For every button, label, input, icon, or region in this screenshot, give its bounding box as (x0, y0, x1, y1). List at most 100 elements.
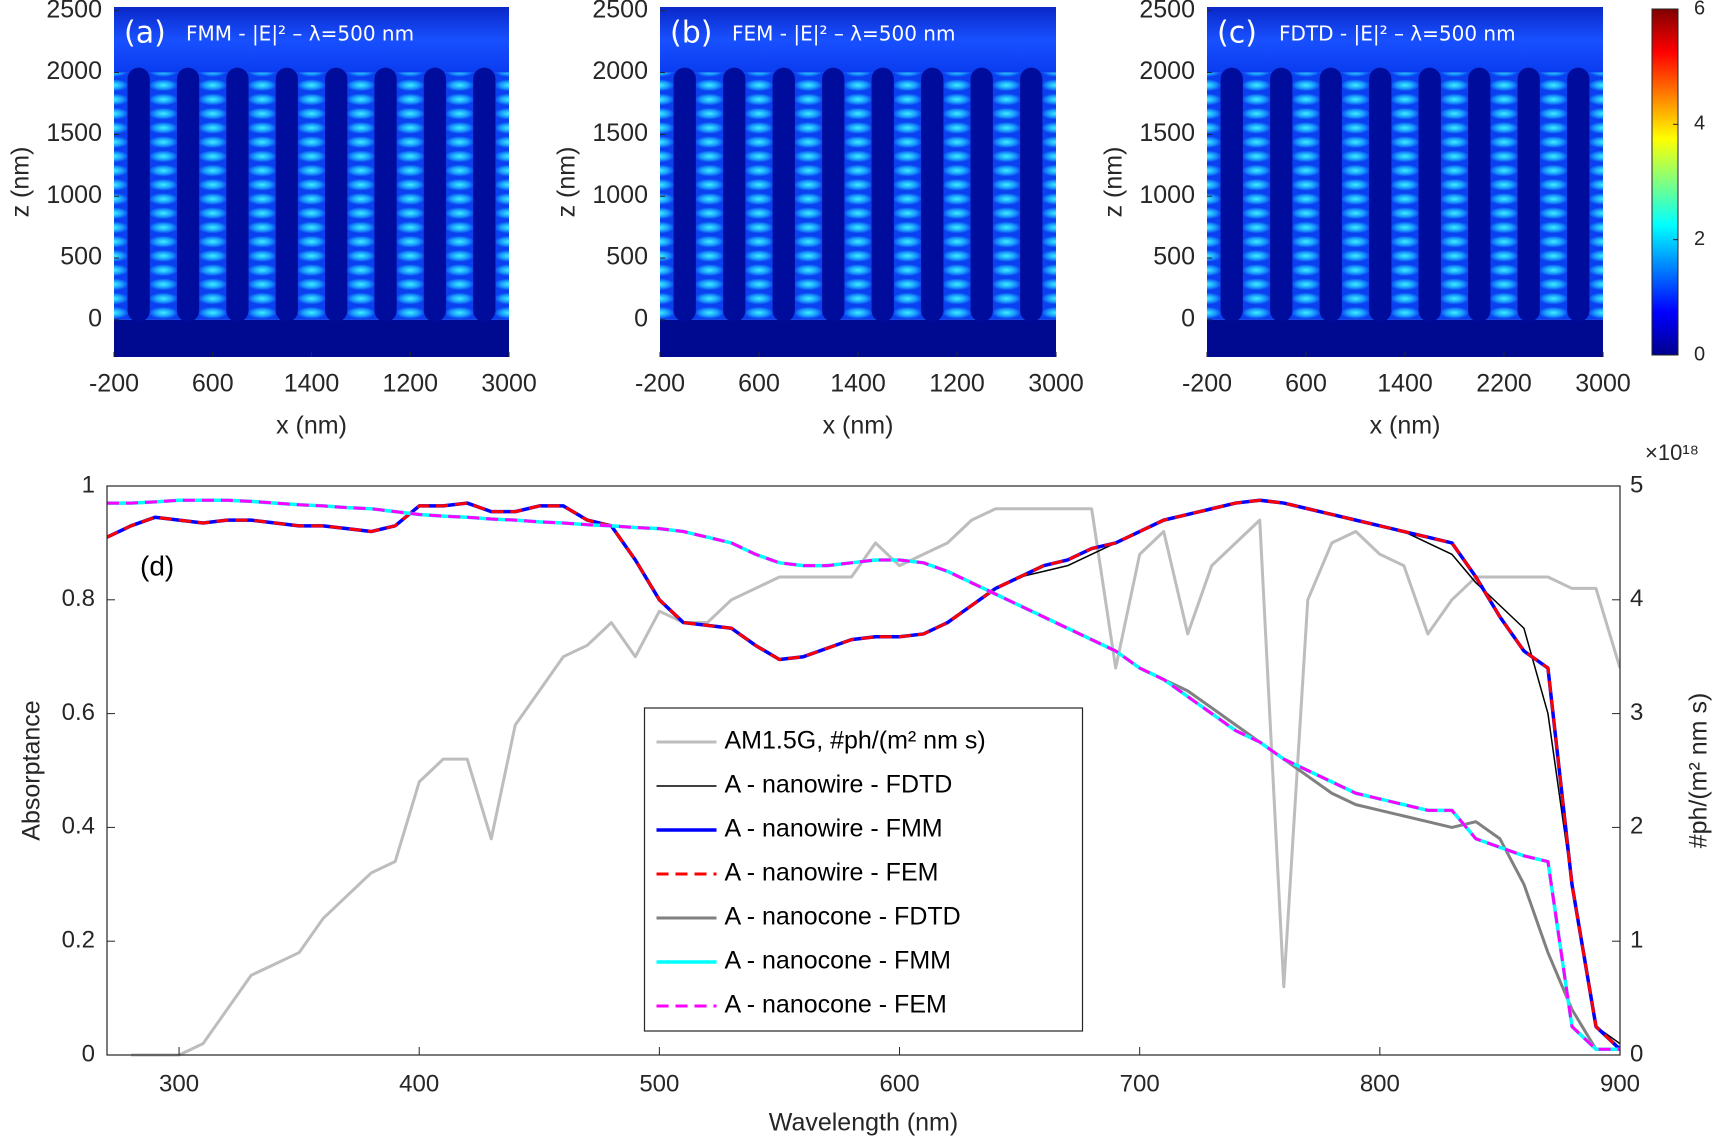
y-tick-label: 0 (1181, 305, 1195, 333)
y-tick-label: 1500 (592, 119, 648, 147)
x-tick-label: -200 (635, 370, 685, 398)
y-axis-label: z (nm) (553, 147, 581, 218)
nanowire (822, 67, 845, 322)
nanowire (1517, 67, 1540, 322)
y-tick-label: 0.2 (62, 927, 95, 954)
x-tick-label: 3000 (1575, 370, 1631, 398)
y-tick-label: 1500 (1139, 119, 1195, 147)
nanowire (1270, 67, 1293, 322)
heatmap (1207, 7, 1603, 357)
nanowire (1220, 67, 1243, 322)
substrate (660, 319, 1056, 357)
x-tick-label: 3000 (1028, 370, 1084, 398)
nanowire (1567, 67, 1590, 322)
nanowire (723, 67, 746, 322)
y-tick-label: 1000 (46, 181, 102, 209)
y-axis-label: Absorptance (18, 700, 46, 840)
legend-label: A - nanocone - FEM (725, 991, 947, 1019)
x-axis-label: x (nm) (1370, 412, 1441, 440)
y-tick-label: 0.4 (62, 813, 95, 840)
legend-label: AM1.5G, #ph/(m² nm s) (725, 727, 986, 755)
y2-multiplier: ×10¹⁸ (1645, 440, 1699, 465)
nanowire (275, 67, 298, 322)
field-top (114, 7, 509, 73)
y-tick-label: 0 (88, 305, 102, 333)
axes-box (106, 485, 1621, 1056)
field-top (660, 7, 1056, 73)
colorbar-tick-label: 0 (1694, 343, 1705, 365)
y2-tick-label: 2 (1630, 813, 1643, 840)
field-wires (660, 72, 1056, 320)
nanowire (226, 67, 249, 322)
substrate (1207, 319, 1603, 357)
y-tick-label: 2000 (46, 57, 102, 85)
y-tick-label: 1500 (46, 119, 102, 147)
nanowire (176, 67, 200, 322)
y-tick-label: 2500 (1139, 0, 1195, 23)
nanowire (1020, 67, 1043, 322)
legend: AM1.5G, #ph/(m² nm s) A - nanowire - FDTD… (643, 707, 1084, 1032)
panel-label: (d) (140, 550, 174, 581)
field-wires (1207, 72, 1603, 320)
legend-label: A - nanocone - FDTD (725, 903, 961, 931)
legend-label: A - nanowire - FMM (725, 815, 943, 843)
nanowire (1418, 67, 1441, 322)
x-tick-label: 1400 (284, 370, 340, 398)
x-tick-label: 600 (880, 1070, 920, 1097)
x-tick-label: 1200 (929, 370, 985, 398)
substrate (114, 319, 509, 357)
series-line (107, 498, 1620, 1051)
x-tick-label: 500 (639, 1070, 679, 1097)
legend-box (643, 707, 1084, 1032)
nanowire (473, 67, 496, 322)
x-tick-label: 1400 (830, 370, 886, 398)
legend-label: A - nanowire - FEM (725, 859, 939, 887)
y-axis-label: z (nm) (1100, 147, 1128, 218)
nanowire (127, 67, 150, 322)
x-tick-label: 800 (1360, 1070, 1400, 1097)
nanowire (423, 67, 447, 322)
x-axis-label: x (nm) (823, 412, 894, 440)
heatmap (114, 7, 509, 357)
nanowire (1369, 67, 1392, 322)
x-tick-label: 2200 (1476, 370, 1532, 398)
nanowire (325, 67, 348, 322)
x-tick-label: 300 (159, 1070, 199, 1097)
x-tick-label: 900 (1600, 1070, 1640, 1097)
field-top (1207, 7, 1603, 73)
y2-axis-label: #ph/(m² nm s) (1685, 693, 1713, 849)
y-tick-label: 2500 (592, 0, 648, 23)
y2-tick-label: 0 (1630, 1040, 1643, 1067)
x-tick-label: 600 (192, 370, 234, 398)
colorbar-tick-label: 6 (1694, 0, 1705, 19)
y2-tick-label: 4 (1630, 585, 1643, 612)
y-tick-label: 1 (82, 471, 95, 498)
x-axis-label: Wavelength (nm) (769, 1109, 958, 1137)
x-tick-label: 1400 (1377, 370, 1433, 398)
panel-label: (b) (670, 16, 712, 51)
y-tick-label: 0.6 (62, 699, 95, 726)
x-tick-label: 600 (1285, 370, 1327, 398)
panel-label: (c) (1217, 16, 1257, 51)
y-tick-label: 500 (60, 243, 102, 271)
series-line (107, 498, 1620, 1051)
series-line (131, 507, 1620, 1057)
x-tick-label: 1200 (382, 370, 438, 398)
colorbar-tick-label: 2 (1694, 228, 1705, 250)
y2-tick-label: 1 (1630, 927, 1643, 954)
colorbar (1651, 8, 1679, 356)
colorbar-tick-label: 4 (1694, 113, 1705, 135)
y-tick-label: 2000 (592, 57, 648, 85)
nanowire (772, 67, 795, 322)
y-tick-label: 500 (1153, 243, 1195, 271)
y-tick-label: 500 (606, 243, 648, 271)
y-tick-label: 1000 (1139, 181, 1195, 209)
y-tick-label: 0 (634, 305, 648, 333)
y-tick-label: 0.8 (62, 585, 95, 612)
legend-label: A - nanocone - FMM (725, 947, 951, 975)
nanowire (970, 67, 993, 322)
panel-title: FEM - |E|² – λ=500 nm (732, 22, 955, 46)
y-tick-label: 1000 (592, 181, 648, 209)
x-tick-label: -200 (1182, 370, 1232, 398)
